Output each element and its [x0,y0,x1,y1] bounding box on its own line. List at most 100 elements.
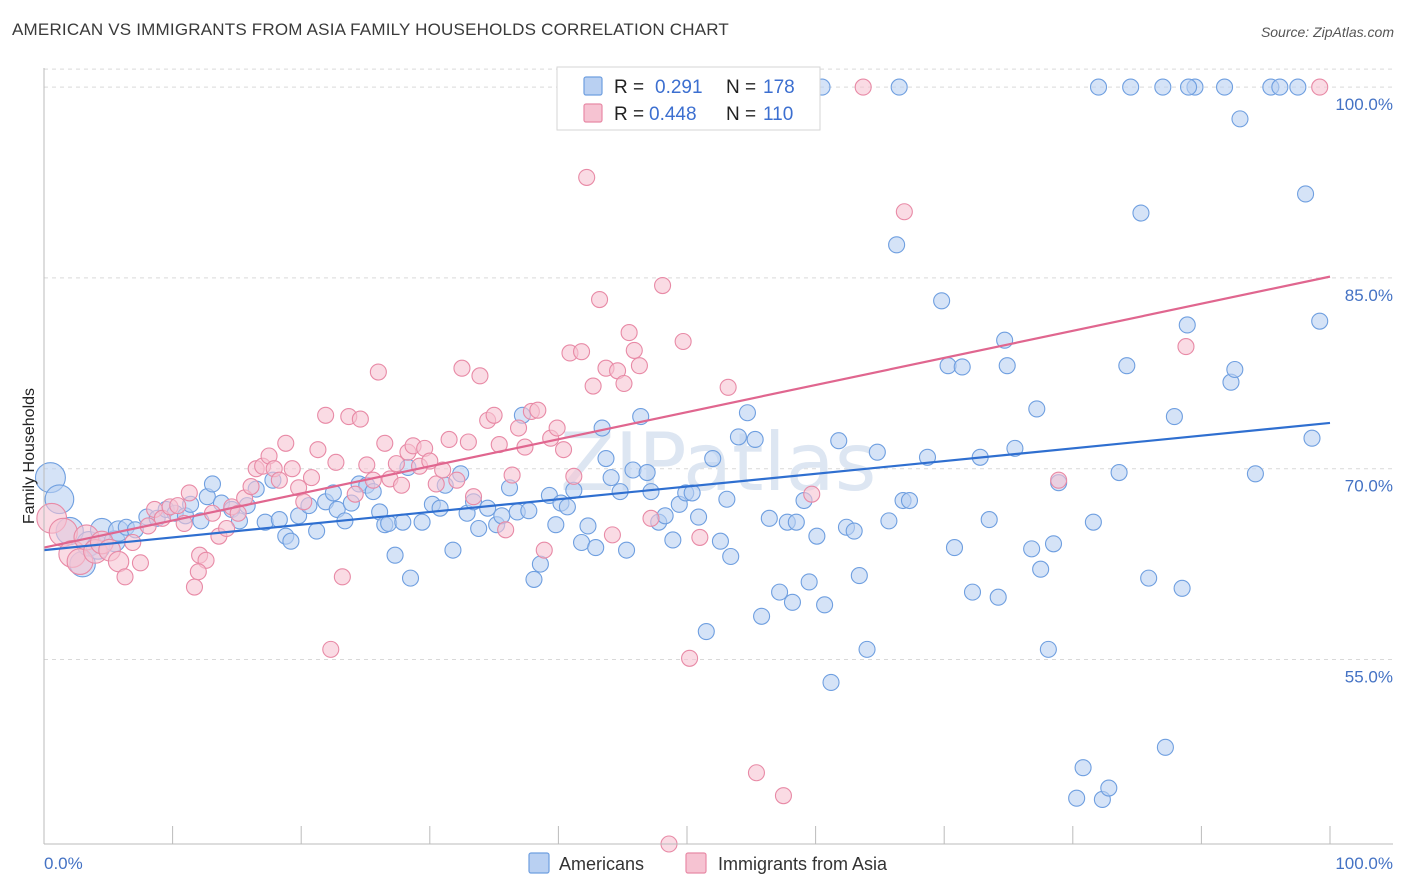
american-point [558,498,576,516]
bottom-legend-americans: Americans [559,854,644,874]
american-point [413,513,431,531]
american-point [953,358,971,376]
american-point [1006,439,1024,457]
immigrant-point [351,410,369,428]
immigrant-point [1050,471,1068,489]
american-point [1140,569,1158,587]
american-point [998,357,1016,375]
immigrant-point [392,476,411,494]
bottom-legend-swatch-immigrants [685,852,707,874]
american-point [602,469,620,487]
immigrant-point [603,526,621,544]
american-point [1289,78,1307,96]
immigrant-point [554,441,573,459]
legend-n-label: N = [726,104,756,125]
immigrant-point [229,504,247,522]
immigrant-point [1177,338,1195,356]
immigrant-point [591,290,609,309]
american-point [401,569,420,587]
immigrant-point [1311,78,1329,96]
american-point [1044,535,1063,553]
american-point [822,673,840,691]
american-point [1118,357,1136,375]
immigrant-point [503,466,521,484]
american-point [989,588,1007,606]
legend-r-americans: 0.291 [655,77,703,98]
american-point [1231,110,1249,128]
y-axis-title: Family Households [21,388,38,524]
american-point [1215,78,1234,96]
american-point [753,607,771,625]
american-point [697,623,715,641]
american-point [1122,78,1140,96]
american-point [980,511,998,529]
immigrant-point [427,475,445,493]
immigrant-point [625,341,643,359]
american-point [531,555,549,573]
american-point [890,78,908,96]
american-point [431,499,449,517]
legend-n-label: N = [726,77,756,98]
y-tick-label: 55.0% [1345,668,1393,687]
immigrant-point [453,359,471,377]
american-point [1023,540,1041,558]
american-point [1100,779,1118,797]
american-point [1271,78,1289,96]
american-point [722,547,740,566]
immigrant-point [283,460,301,478]
legend-swatch-americans [583,76,603,96]
american-point [1178,316,1196,334]
american-point [945,539,964,557]
american-point [1110,463,1128,482]
american-point [1032,560,1050,578]
y-tick-label: 100.0% [1335,95,1393,114]
american-point [324,484,342,502]
immigrant-point [131,554,149,572]
american-point [683,484,701,502]
american-point [1074,759,1092,777]
immigrant-point [691,528,709,546]
immigrant-point [218,519,236,538]
american-point [816,596,834,614]
immigrant-point [448,471,466,489]
american-point [933,292,951,310]
immigrant-point [654,276,672,295]
american-point [718,490,736,508]
american-point [656,507,674,525]
immigrant-point [578,168,596,186]
american-point [1154,78,1172,96]
legend-r-label: R = [614,104,644,125]
immigrant-point [485,406,503,424]
american-point [444,541,462,559]
american-point [771,583,789,601]
immigrant-point [387,455,405,473]
bottom-legend-immigrants: Immigrants from Asia [718,854,888,874]
immigrant-point [471,367,489,385]
american-point [386,546,404,564]
american-point [1165,408,1183,426]
american-point [380,514,398,532]
immigrant-point [630,357,648,375]
american-point [1303,429,1321,447]
american-point [1179,78,1198,96]
american-point [1089,78,1108,96]
legend-r-label: R = [614,77,644,98]
gridlines [44,68,1393,661]
american-point [963,583,982,601]
american-point [1246,465,1264,483]
immigrant-point [584,377,602,395]
american-point [520,502,538,520]
american-point [282,532,300,550]
chart-title: AMERICAN VS IMMIGRANTS FROM ASIA FAMILY … [12,20,730,39]
legend-r-immigrants: 0.448 [649,104,697,125]
american-point [470,519,488,538]
american-point [760,509,778,527]
immigrant-point [169,497,187,515]
legend-n-immigrants: 110 [763,104,793,125]
american-point [1173,579,1191,597]
immigrant-point [535,541,553,559]
immigrant-point [747,764,765,782]
immigrant-point [358,456,376,474]
immigrant-point [333,568,351,586]
